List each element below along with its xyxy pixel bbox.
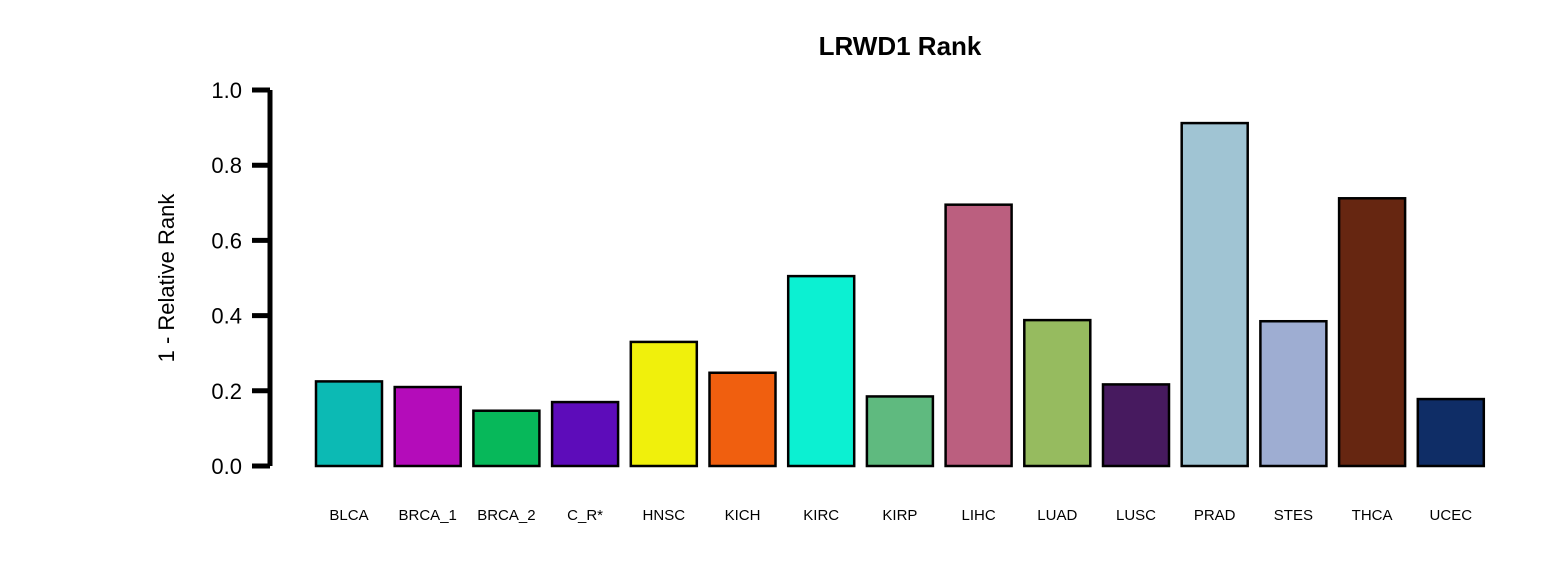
- y-tick-label: 0.2: [211, 379, 242, 404]
- y-axis-label: 1 - Relative Rank: [154, 193, 179, 363]
- x-tick-label: LUSC: [1116, 507, 1156, 524]
- bar-c-r: [552, 402, 618, 466]
- x-tick-label: PRAD: [1194, 507, 1236, 524]
- bar-blca: [316, 381, 382, 466]
- x-tick-label: STES: [1274, 507, 1313, 524]
- x-tick-label: LIHC: [962, 507, 996, 524]
- x-tick-label: HNSC: [643, 507, 686, 524]
- bar-brca-1: [395, 387, 461, 466]
- x-tick-label: KIRC: [803, 507, 839, 524]
- x-tick-label: KICH: [725, 507, 761, 524]
- y-tick-label: 0.4: [211, 304, 242, 329]
- y-tick-label: 0.6: [211, 228, 242, 253]
- x-tick-label: KIRP: [882, 507, 917, 524]
- bar-kich: [710, 373, 776, 466]
- x-tick-label: UCEC: [1430, 507, 1473, 524]
- x-tick-label: C_R*: [567, 507, 603, 524]
- x-axis-tick-labels: BLCA BRCA_1 BRCA_2 C_R* HNSC KICH KIRC KIRP LIHC…: [329, 507, 1472, 524]
- bar-kirp: [867, 396, 933, 466]
- bar-kirc: [788, 276, 854, 466]
- bar-thca: [1339, 198, 1405, 466]
- y-tick-label: 0.8: [211, 153, 242, 178]
- bar-luad: [1024, 320, 1090, 466]
- bar-lusc: [1103, 384, 1169, 466]
- x-tick-label: LUAD: [1037, 507, 1077, 524]
- x-tick-label: THCA: [1352, 507, 1393, 524]
- x-tick-label: BRCA_2: [477, 507, 535, 524]
- y-tick-label: 1.0: [211, 78, 242, 103]
- y-tick-label: 0.0: [211, 454, 242, 479]
- y-axis-ticks: 0.0 0.2 0.4 0.6 0.8 1.0: [211, 78, 270, 479]
- bar-brca-2: [473, 411, 539, 466]
- bar-ucec: [1418, 399, 1484, 466]
- bar-stes: [1260, 321, 1326, 466]
- chart-title: LRWD1 Rank: [819, 31, 982, 61]
- bar-hnsc: [631, 342, 697, 466]
- x-tick-label: BRCA_1: [399, 507, 457, 524]
- bars-group: [316, 123, 1484, 466]
- x-tick-label: BLCA: [329, 507, 368, 524]
- bar-lihc: [946, 205, 1012, 466]
- bar-prad: [1182, 123, 1248, 466]
